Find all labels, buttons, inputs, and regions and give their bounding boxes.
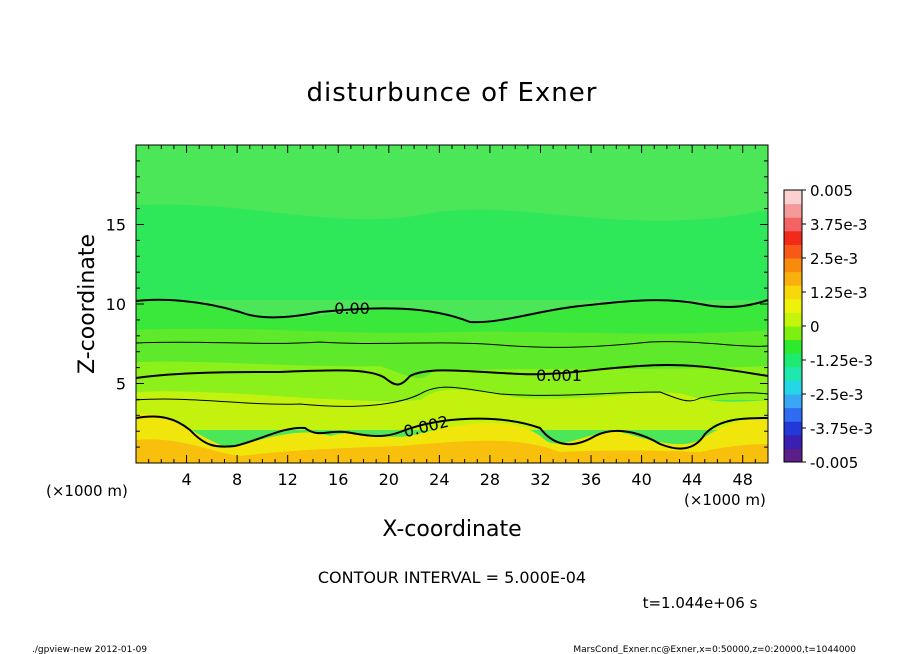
colorbar-swatch — [784, 258, 802, 273]
time-label: t=1.044e+06 s — [643, 594, 758, 612]
x-unit-left: (×1000 m) — [46, 482, 128, 500]
x-tick-label: 44 — [682, 470, 702, 489]
band-positive-5 — [136, 439, 768, 463]
contour-line-thin-1 — [136, 341, 768, 348]
colorbar-label: 2.5e-3 — [810, 250, 858, 268]
x-tick-label: 48 — [733, 470, 753, 489]
contour-label-0-001: 0.001 — [536, 366, 582, 385]
colorbar-labels: 0.005 3.75e-3 2.5e-3 1.25e-3 0 -1.25e-3 -2.5e-… — [802, 182, 873, 472]
colorbar-swatch — [784, 434, 802, 449]
contour-line-zero — [136, 298, 768, 324]
colorbar — [784, 190, 802, 463]
x-tick-label: 16 — [328, 470, 348, 489]
band-positive-3 — [136, 389, 768, 430]
footer-left: ./gpview-new 2012-01-09 — [32, 645, 147, 654]
colorbar-swatch — [784, 190, 802, 205]
colorbar-swatch — [784, 326, 802, 341]
y-tick-label: 15 — [106, 216, 126, 235]
colorbar-label: 1.25e-3 — [810, 284, 868, 302]
y-tick-label: 10 — [106, 295, 126, 314]
y-axis-ticks: 5 10 15 — [106, 160, 768, 448]
colorbar-swatch — [784, 230, 802, 245]
footer-right: MarsCond_Exner.nc@Exner,x=0:50000,z=0:20… — [573, 645, 856, 654]
colorbar-swatch — [784, 339, 802, 354]
colorbar-label: -3.75e-3 — [810, 420, 873, 438]
x-tick-label: 8 — [232, 470, 242, 489]
colorbar-label: 0.005 — [810, 182, 853, 200]
x-tick-label: 32 — [530, 470, 550, 489]
band-upper-light — [136, 204, 768, 300]
contour-line-thin-2 — [136, 386, 768, 407]
colorbar-swatch — [784, 394, 802, 409]
colorbar-swatch — [784, 380, 802, 395]
colorbar-label: -0.005 — [810, 454, 858, 472]
colorbar-swatch — [784, 203, 802, 218]
chart-title: disturbunce of Exner — [307, 78, 598, 108]
colorbar-label: -2.5e-3 — [810, 386, 863, 404]
colorbar-swatch — [784, 285, 802, 300]
colorbar-swatch — [784, 217, 802, 232]
x-axis-label: X-coordinate — [382, 517, 521, 542]
colorbar-swatch — [784, 366, 802, 381]
colorbar-swatch — [784, 244, 802, 259]
colorbar-swatch — [784, 312, 802, 327]
colorbar-swatch — [784, 298, 802, 313]
x-tick-label: 20 — [379, 470, 399, 489]
y-axis-label: Z-coordinate — [75, 234, 100, 374]
contour-line-0002 — [136, 415, 768, 450]
contour-field: 0.00 0.001 0.002 — [136, 145, 768, 463]
colorbar-label: 3.75e-3 — [810, 216, 868, 234]
contour-label-0-00: 0.00 — [334, 299, 370, 318]
x-tick-label: 40 — [631, 470, 651, 489]
colorbar-swatch — [784, 271, 802, 286]
colorbar-swatch — [784, 407, 802, 422]
y-tick-label: 5 — [116, 375, 126, 394]
contour-line-0001 — [136, 363, 768, 386]
x-tick-label: 36 — [581, 470, 601, 489]
colorbar-swatch — [784, 421, 802, 436]
x-unit-right: (×1000 m) — [684, 491, 766, 509]
x-tick-label: 24 — [429, 470, 449, 489]
x-tick-label: 28 — [480, 470, 500, 489]
x-tick-label: 12 — [278, 470, 298, 489]
x-axis-ticks: 4 8 12 16 20 24 28 32 36 40 44 48 — [148, 145, 756, 489]
colorbar-swatch — [784, 448, 802, 463]
colorbar-swatch — [784, 353, 802, 368]
colorbar-label: -1.25e-3 — [810, 352, 873, 370]
colorbar-label: 0 — [810, 318, 820, 336]
contour-interval-note: CONTOUR INTERVAL = 5.000E-04 — [318, 568, 586, 587]
x-tick-label: 4 — [181, 470, 191, 489]
